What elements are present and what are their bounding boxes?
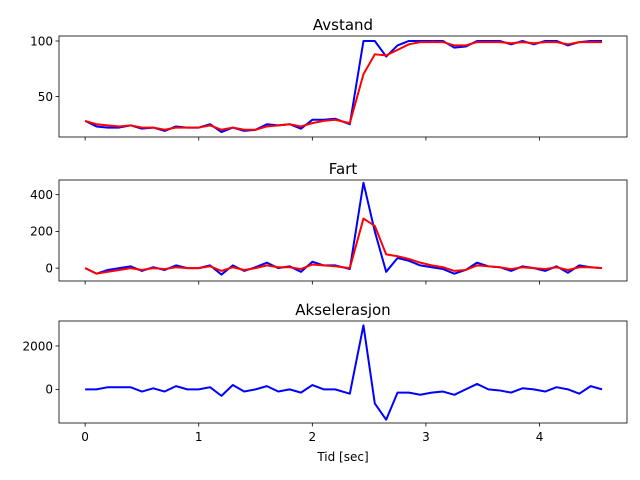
- subplot-title: Avstand: [313, 16, 373, 34]
- y-tick-label: 100: [30, 34, 53, 48]
- subplot-0: 50 100 Avstand: [30, 16, 628, 141]
- y-tick-label: 0: [45, 261, 53, 275]
- subplot-1: 0 200 400 Fart: [30, 160, 628, 285]
- series-line-1-1: [84, 217, 603, 275]
- axes-frame-2: [58, 320, 628, 424]
- y-tick-label: 2000: [22, 339, 53, 353]
- x-tick-label: 4: [536, 430, 544, 444]
- series-line-0-1: [84, 41, 603, 131]
- series-line-2-0: [85, 324, 603, 421]
- y-tick-label: 0: [45, 383, 53, 397]
- x-tick-label: 0: [81, 430, 89, 444]
- x-axis-label: Tid [sec]: [316, 450, 368, 464]
- x-tick-label: 2: [309, 430, 317, 444]
- series-line-1-0: [84, 181, 603, 276]
- x-tick-label: 1: [195, 430, 203, 444]
- x-tick-label: 3: [422, 430, 430, 444]
- subplot-title: Fart: [329, 160, 358, 178]
- axes-frame-0: [58, 35, 628, 138]
- subplot-2: 0 1 2 3 4 0 2000 Akselerasjon Tid [sec]: [22, 301, 628, 464]
- y-tick-label: 400: [30, 188, 53, 202]
- y-tick-label: 50: [38, 90, 53, 104]
- axes-frame-1: [58, 179, 628, 282]
- series-line-0-0: [84, 39, 603, 134]
- y-tick-label: 200: [30, 225, 53, 239]
- subplot-title: Akselerasjon: [295, 301, 390, 319]
